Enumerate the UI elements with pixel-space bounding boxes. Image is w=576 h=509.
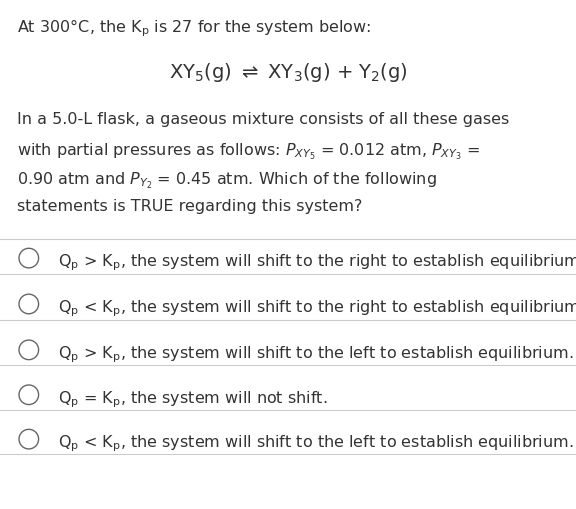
- Text: Q$_\mathrm{p}$ < K$_\mathrm{p}$, the system will shift to the right to establish: Q$_\mathrm{p}$ < K$_\mathrm{p}$, the sys…: [58, 298, 576, 318]
- Text: statements is TRUE regarding this system?: statements is TRUE regarding this system…: [17, 199, 363, 214]
- Text: Q$_\mathrm{p}$ > K$_\mathrm{p}$, the system will shift to the left to establish : Q$_\mathrm{p}$ > K$_\mathrm{p}$, the sys…: [58, 344, 573, 364]
- Text: XY$_5$(g) $\rightleftharpoons$ XY$_3$(g) + Y$_2$(g): XY$_5$(g) $\rightleftharpoons$ XY$_3$(g)…: [169, 61, 407, 84]
- Text: At 300°C, the K$_\mathrm{p}$ is 27 for the system below:: At 300°C, the K$_\mathrm{p}$ is 27 for t…: [17, 18, 372, 39]
- Text: 0.90 atm and $P_{Y_2}$ = 0.45 atm. Which of the following: 0.90 atm and $P_{Y_2}$ = 0.45 atm. Which…: [17, 170, 437, 190]
- Text: Q$_\mathrm{p}$ > K$_\mathrm{p}$, the system will shift to the right to establish: Q$_\mathrm{p}$ > K$_\mathrm{p}$, the sys…: [58, 252, 576, 272]
- Text: with partial pressures as follows: $P_{XY_5}$ = 0.012 atm, $P_{XY_3}$ =: with partial pressures as follows: $P_{X…: [17, 141, 480, 161]
- Text: Q$_\mathrm{p}$ = K$_\mathrm{p}$, the system will not shift.: Q$_\mathrm{p}$ = K$_\mathrm{p}$, the sys…: [58, 388, 327, 409]
- Text: Q$_\mathrm{p}$ < K$_\mathrm{p}$, the system will shift to the left to establish : Q$_\mathrm{p}$ < K$_\mathrm{p}$, the sys…: [58, 433, 573, 453]
- Text: In a 5.0-L flask, a gaseous mixture consists of all these gases: In a 5.0-L flask, a gaseous mixture cons…: [17, 112, 510, 127]
